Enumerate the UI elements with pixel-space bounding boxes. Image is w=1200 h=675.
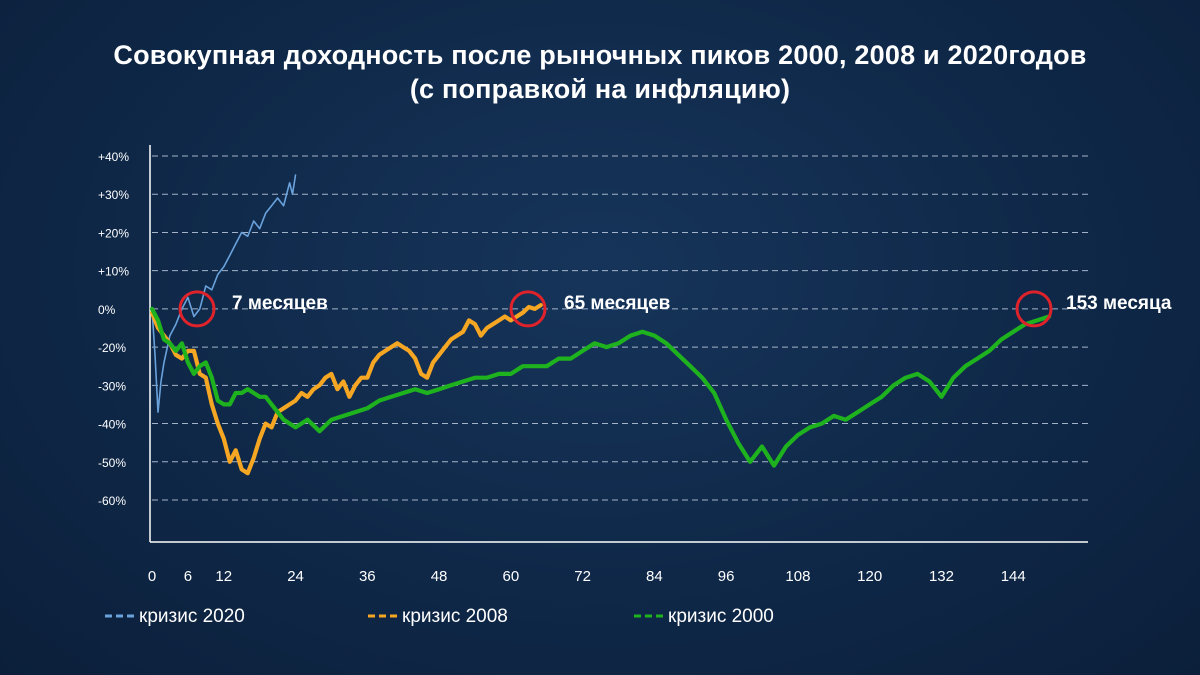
chart-subtitle: (с поправкой на инфляцию): [409, 74, 791, 104]
legend-label: кризис 2008: [402, 606, 508, 627]
series-line-1: [151, 174, 297, 413]
y-tick-label: +10%: [98, 265, 129, 279]
x-tick-label: 72: [574, 568, 591, 585]
annotation-label: 7 месяцев: [232, 293, 328, 314]
x-tick-label: 120: [857, 568, 882, 585]
y-tick-label: +20%: [98, 226, 129, 240]
x-axis-ticks: 0 6 12 24 36 48 60 72 84 96 108 120 132 144: [148, 568, 1026, 585]
y-tick-label: -50%: [98, 456, 126, 470]
x-tick-label: 48: [431, 568, 448, 585]
x-tick-label: 84: [646, 568, 663, 585]
annotation-label: 65 месяцев: [564, 293, 670, 314]
y-axis-ticks: +40% +30% +20% +10% 0% -20% -30% -40% -50% -60%: [98, 150, 129, 508]
x-tick-label: 60: [503, 568, 520, 585]
chart-title: Совокупная доходность после рыночных пик…: [113, 40, 1087, 70]
y-tick-label: -30%: [98, 379, 126, 393]
x-tick-label: 36: [359, 568, 376, 585]
y-tick-label: -40%: [98, 418, 126, 432]
y-tick-label: -20%: [98, 341, 126, 355]
annotation-circle: [1015, 290, 1053, 328]
x-tick-label: 144: [1001, 568, 1026, 585]
annotation-circle: [178, 290, 216, 328]
y-tick-label: +40%: [98, 150, 129, 164]
y-tick-label: +30%: [98, 188, 129, 202]
legend: кризис 2020 кризис 2008 кризис 2000: [105, 606, 774, 627]
annotation-label: 153 месяца: [1066, 293, 1172, 314]
x-tick-label: 12: [215, 568, 232, 585]
annotations: 7 месяцев 65 месяцев 153 месяца: [178, 290, 1172, 328]
series-lines: [149, 174, 1052, 476]
series-line-3: [149, 306, 1052, 468]
x-tick-label: 108: [785, 568, 810, 585]
grid-lines: [152, 155, 1088, 501]
chart-title-block: Совокупная доходность после рыночных пик…: [0, 38, 1200, 106]
x-tick-label: 6: [184, 568, 192, 585]
x-tick-label: 24: [287, 568, 304, 585]
x-tick-label: 132: [929, 568, 954, 585]
x-tick-label: 0: [148, 568, 156, 585]
legend-label: кризис 2000: [668, 606, 774, 627]
y-tick-label: 0%: [98, 303, 116, 317]
y-tick-label: -60%: [98, 494, 126, 508]
x-tick-label: 96: [718, 568, 735, 585]
annotation-circle: [509, 290, 547, 328]
series-line-2: [149, 303, 543, 476]
legend-label: кризис 2020: [139, 606, 245, 627]
axes: [149, 145, 1088, 543]
